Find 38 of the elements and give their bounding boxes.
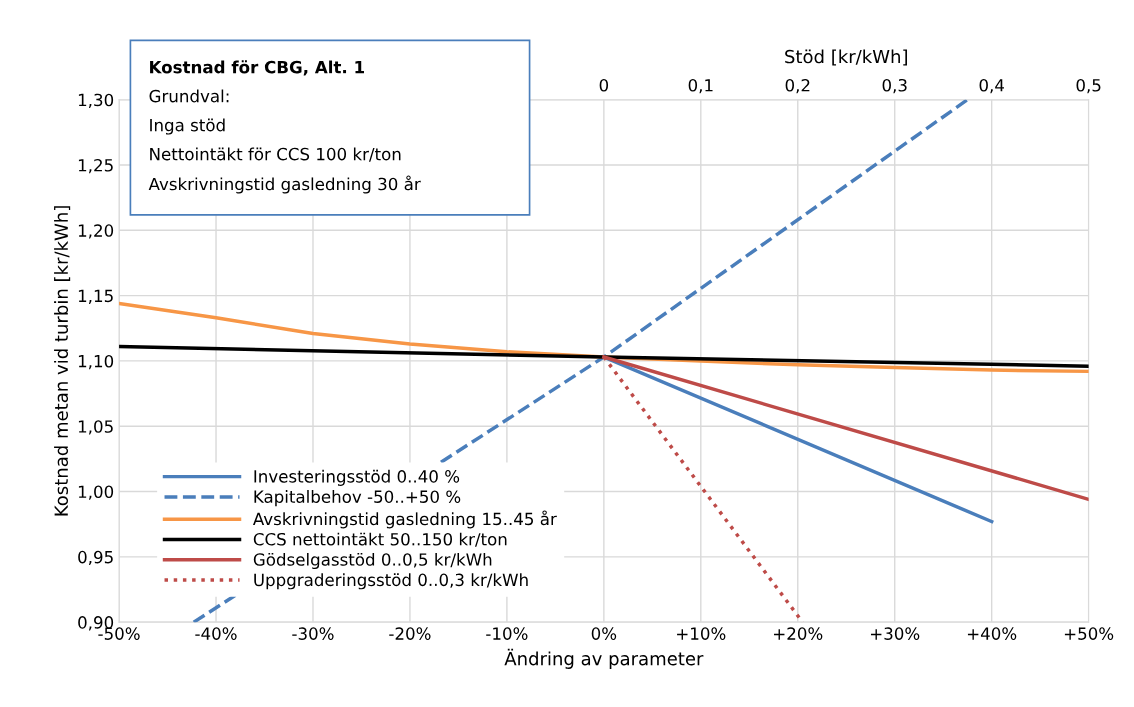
legend-label: Gödselgasstöd 0..0,5 kr/kWh [253,552,492,570]
x-tick-label: -20% [389,627,431,640]
x2-tick-label: 0,5 [1076,78,1101,94]
x-tick-label: +10% [677,627,726,640]
legend-label: Avskrivningstid gasledning 15..45 år [252,510,557,529]
x-tick-label: 0% [591,627,617,640]
x-tick-label: +50% [1064,627,1114,640]
legend-label: Investeringsstöd 0..40 % [254,469,460,486]
legend-label: Kapitalbehov -50..+50 % [254,490,461,507]
y-tick-label: 1,25 [78,158,113,174]
x-tick-label: +40% [967,627,1017,640]
x2-axis-title: Stöd [kr/kWh] [785,49,907,66]
annotation: Inga stöd [150,118,225,135]
y-tick-label: 1,00 [78,485,114,500]
x2-tick-label: 0,4 [979,78,1004,94]
y-tick-label: 1,05 [78,420,113,435]
x2-tick-label: 0 [599,78,609,92]
legend-label: CCS nettointäkt 50..150 kr/ton [253,532,507,547]
text: Kostnad för CBG, Alt. 1 [150,60,364,76]
x-tick-label: +30% [870,627,920,640]
x2-tick-label: 0,1 [688,78,713,94]
x2-tick-label: 0,2 [785,78,810,94]
x-tick-label: -40% [195,627,237,640]
y-tick-label: 0,95 [78,550,113,566]
x-axis-title: Ändring av parameter [504,648,704,669]
annotation: Grundval: [149,89,229,103]
y-tick-label: 1,15 [78,289,113,304]
x-tick-label: +20% [774,627,823,640]
y-axis-title: Kostnad metan vid turbin [kr/kWh] [54,206,71,516]
x-tick-label: -30% [292,627,334,640]
y-tick-label: 1,10 [78,354,114,370]
annotation: Nettointäkt för CCS 100 kr/ton [150,147,401,162]
x-tick-label: -10% [486,627,528,640]
y-tick-label: 1,30 [78,93,114,108]
y-tick-label: 1,20 [78,224,114,239]
x2-tick-label: 0,3 [882,78,907,94]
annotation: Avskrivningstid gasledning 30 år [148,175,421,194]
legend-label: Uppgraderingsstöd 0..0,3 kr/kWh [254,573,528,590]
